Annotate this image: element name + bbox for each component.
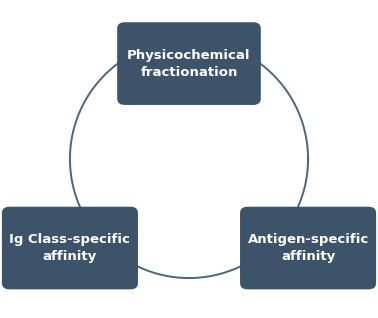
Text: Ig Class-specific
affinity: Ig Class-specific affinity: [9, 233, 130, 263]
Text: Antigen-specific
affinity: Antigen-specific affinity: [248, 233, 369, 263]
FancyBboxPatch shape: [2, 207, 138, 289]
FancyBboxPatch shape: [117, 22, 261, 105]
Text: Physicochemical
fractionation: Physicochemical fractionation: [127, 49, 251, 79]
FancyBboxPatch shape: [240, 207, 376, 289]
